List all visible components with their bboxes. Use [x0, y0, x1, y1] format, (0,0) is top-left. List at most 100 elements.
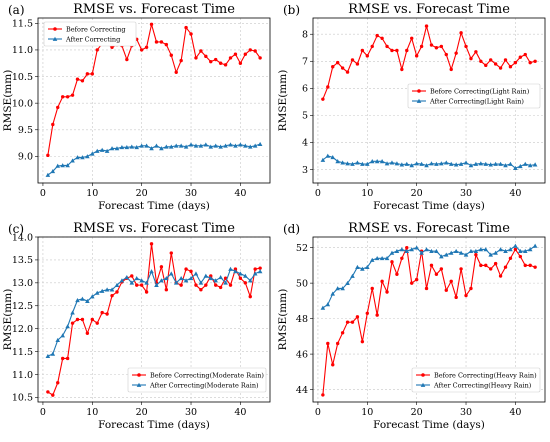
data-point [369, 159, 375, 164]
data-point [439, 267, 444, 271]
data-point [439, 44, 444, 49]
y-tick-label: 9.5 [18, 125, 33, 136]
data-point [60, 333, 65, 338]
data-point [399, 162, 405, 167]
y-tick-label: 48 [296, 314, 308, 325]
data-point [389, 160, 395, 165]
data-point [168, 144, 174, 149]
data-point [204, 54, 208, 59]
data-point [50, 168, 56, 174]
data-point [55, 337, 61, 342]
data-point [198, 280, 204, 285]
x-tick-label: 40 [509, 188, 521, 199]
data-point [169, 251, 173, 255]
data-point [405, 245, 409, 250]
legend-box [127, 367, 267, 393]
data-point [89, 151, 95, 156]
data-point [70, 310, 75, 315]
plot-frame [312, 236, 546, 403]
legend-label: Before Correcting(Moderate Rain) [150, 371, 264, 379]
data-point [331, 64, 335, 69]
data-point [199, 288, 203, 292]
data-point [443, 252, 449, 257]
data-point [449, 279, 453, 284]
legend-marker [137, 373, 141, 377]
data-point [503, 163, 508, 168]
data-point [321, 97, 325, 101]
legend-marker [53, 27, 57, 31]
data-point [203, 273, 209, 278]
data-point [331, 363, 335, 367]
data-point [414, 277, 419, 282]
data-point [258, 56, 262, 60]
data-point [124, 145, 130, 150]
data-point [434, 248, 439, 254]
data-point [454, 295, 458, 300]
chart-panel-1: RMSE vs. Forecast Time (a) 0 10 20 30 40 9.0 9.5… [2, 2, 271, 212]
data-point [390, 260, 394, 264]
data-point [355, 315, 360, 319]
data-point [498, 274, 503, 278]
data-point [409, 163, 415, 168]
data-point [414, 245, 419, 250]
legend-label: After Correcting [65, 35, 120, 43]
data-point [463, 252, 469, 257]
data-point [45, 172, 51, 177]
data-point [355, 160, 360, 165]
data-point [95, 48, 99, 52]
data-point [330, 291, 336, 296]
data-point [350, 161, 355, 166]
data-point [375, 33, 379, 38]
data-point [468, 248, 474, 254]
data-point [325, 302, 331, 307]
data-point [493, 62, 498, 66]
data-point [228, 266, 233, 271]
data-point [208, 144, 214, 149]
data-point [238, 142, 243, 147]
data-point [70, 93, 75, 97]
data-point [444, 52, 448, 57]
data-point [345, 320, 350, 324]
data-point [503, 58, 508, 62]
data-point [214, 283, 218, 287]
data-point [193, 143, 199, 148]
data-point [194, 56, 198, 60]
data-point [429, 263, 434, 268]
legend-label: Before Correcting [66, 25, 126, 33]
data-point [258, 266, 262, 270]
data-point [213, 143, 219, 148]
legend: Before Correcting(Light Rain) After Corre… [407, 83, 541, 109]
data-point [355, 264, 360, 270]
data-point [395, 272, 399, 276]
data-point [434, 46, 439, 50]
y-axis-label: RMSE(mm) [2, 70, 14, 132]
data-point [340, 66, 345, 70]
data-point [45, 353, 51, 359]
data-point [110, 45, 114, 49]
series-line [322, 245, 536, 395]
y-tick-label: 11.5 [12, 347, 33, 358]
data-point [350, 273, 355, 278]
y-tick-label: 44 [296, 385, 308, 396]
data-point [489, 267, 493, 271]
chart-panel-2: RMSE vs. Forecast Time (b) 0 10 20 30 40 3 4 5 6 7 8… [277, 2, 546, 212]
data-point [218, 285, 223, 290]
data-point [70, 158, 75, 163]
data-point [434, 272, 439, 276]
chart-title: RMSE vs. Forecast Time [348, 221, 510, 236]
x-tick-label: 20 [411, 188, 423, 199]
data-point [424, 286, 429, 291]
data-point [478, 161, 484, 166]
data-point [518, 254, 523, 259]
data-point [233, 143, 238, 148]
data-point [394, 161, 400, 166]
data-point [321, 393, 325, 397]
data-point [85, 331, 90, 335]
data-point [350, 58, 355, 62]
data-point [518, 248, 523, 254]
data-point [159, 278, 164, 283]
data-point [51, 122, 55, 127]
data-point [173, 143, 179, 148]
data-point [380, 279, 384, 284]
data-point [134, 145, 140, 150]
